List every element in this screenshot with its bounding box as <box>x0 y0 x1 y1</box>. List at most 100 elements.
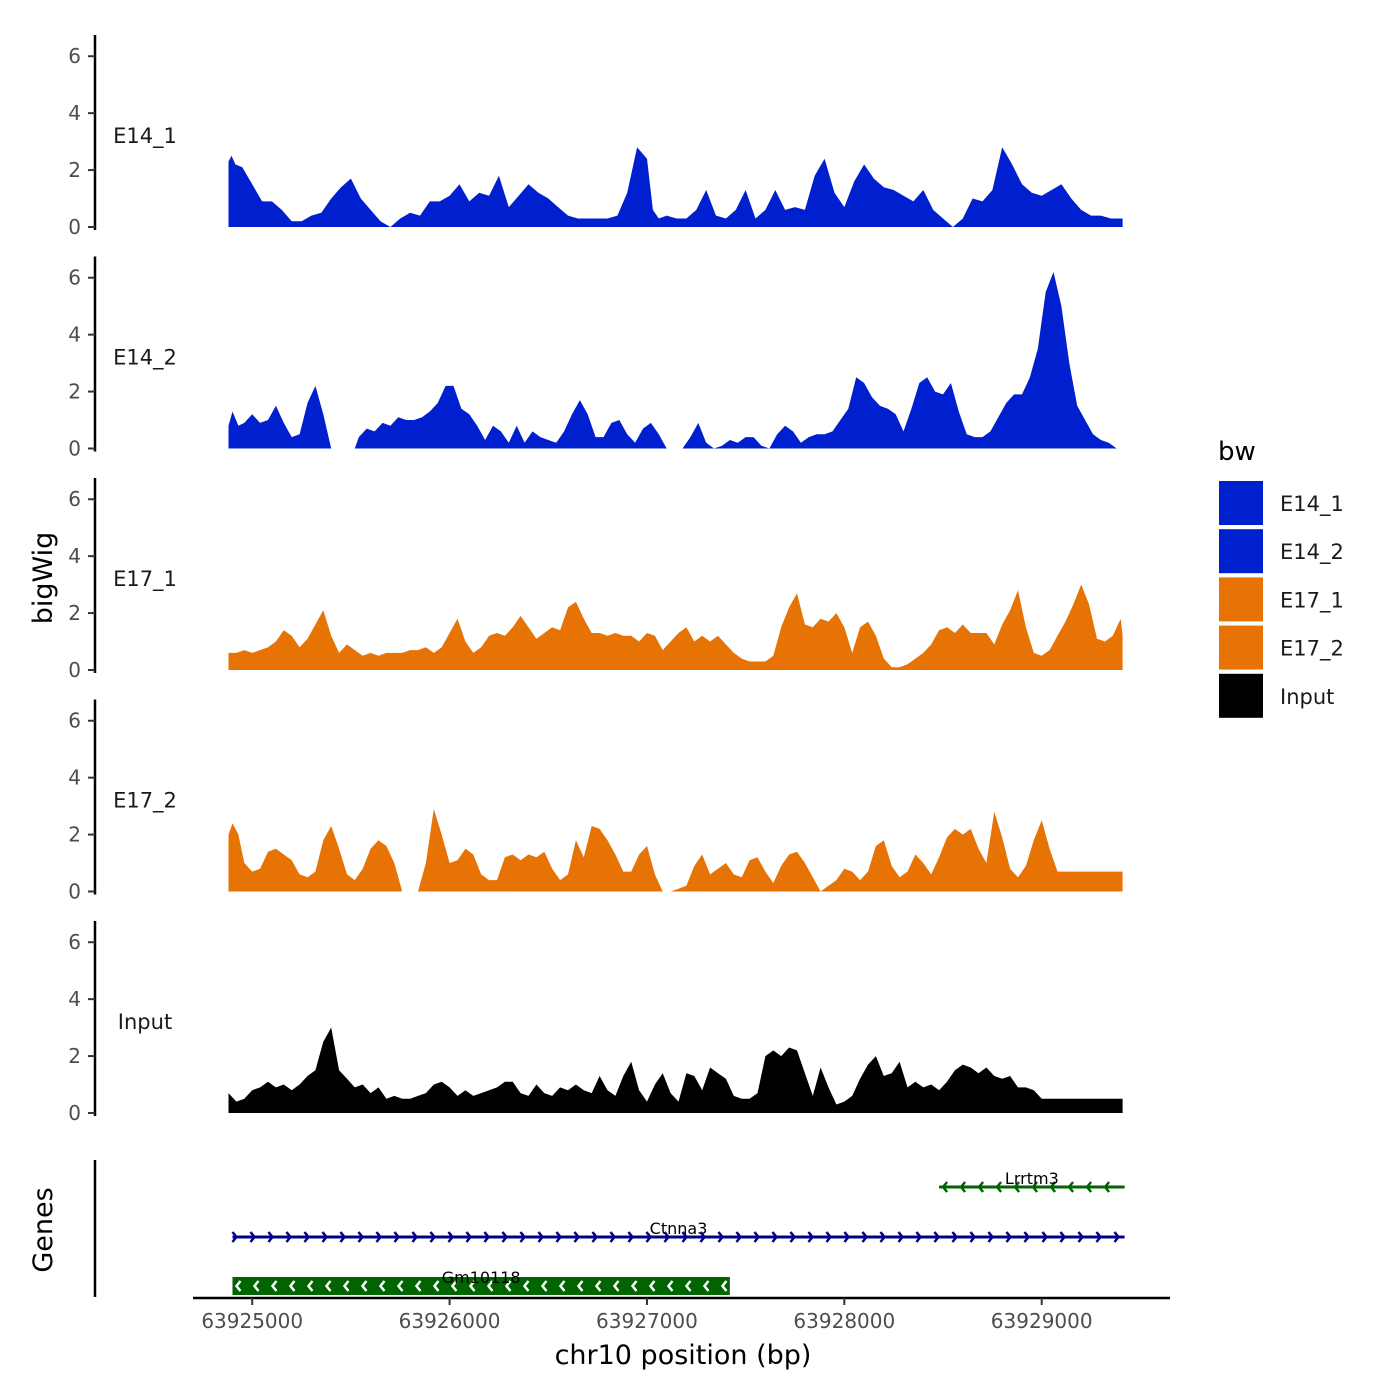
gene-Ctnna3: Ctnna3 <box>231 1219 1125 1243</box>
strand-arrow <box>429 1231 437 1243</box>
strand-arrow <box>735 1231 743 1243</box>
y-tick-label: 2 <box>68 158 81 182</box>
gene-label: Ctnna3 <box>650 1219 708 1238</box>
y-tick-label: 4 <box>68 323 81 347</box>
strand-arrow <box>375 1231 383 1243</box>
strand-arrow <box>645 1231 653 1243</box>
strand-arrow <box>627 1231 635 1243</box>
strand-arrow <box>252 1280 260 1292</box>
strand-arrow <box>267 1231 275 1243</box>
legend-item-E14_2: E14_2 <box>1219 529 1344 574</box>
strand-arrow <box>465 1231 473 1243</box>
y-tick-label: 2 <box>68 1044 81 1068</box>
strand-arrow <box>414 1280 422 1292</box>
strand-arrow <box>717 1231 725 1243</box>
y-tick-label: 0 <box>68 1101 81 1125</box>
strand-arrow <box>231 1231 239 1243</box>
gene-label: Gm10118 <box>442 1268 521 1287</box>
strand-arrow <box>861 1231 869 1243</box>
strand-arrow <box>720 1280 728 1292</box>
coverage-area-E17_1 <box>228 584 1123 670</box>
y-tick-label: 6 <box>68 709 81 733</box>
strand-arrow <box>897 1231 905 1243</box>
strand-arrow <box>573 1231 581 1243</box>
y-tick-label: 0 <box>68 437 81 461</box>
legend-swatch <box>1219 625 1263 670</box>
gene-label: Lrrtm3 <box>1005 1169 1059 1188</box>
strand-arrow <box>666 1280 674 1292</box>
strand-arrow <box>1077 1231 1085 1243</box>
y-axis-title: bigWig <box>28 532 59 625</box>
strand-arrow <box>630 1280 638 1292</box>
track-panel-Input: 0 2 4 6 Input <box>68 921 1123 1125</box>
strand-arrow <box>1005 1231 1013 1243</box>
strand-arrow <box>468 1280 476 1292</box>
legend-label: E14_2 <box>1280 540 1344 565</box>
x-tick-label: 63928000 <box>793 1309 895 1333</box>
y-tick-label: 6 <box>68 44 81 68</box>
coverage-area-Input <box>228 1027 1123 1113</box>
legend-label: E17_2 <box>1280 637 1344 662</box>
strand-arrow <box>342 1280 350 1292</box>
legend-title: bw <box>1218 437 1256 467</box>
gene-Lrrtm3: Lrrtm3 <box>939 1169 1125 1193</box>
strand-arrow <box>663 1231 671 1243</box>
strand-arrow <box>486 1280 494 1292</box>
strand-arrow <box>807 1231 815 1243</box>
track-panels: 0 2 4 6 E14_1 0 2 4 6 E14_2 0 2 4 6 E17_1 0 2 4 6 E17_2 0 2 4 6… <box>68 35 1123 1125</box>
strand-arrow <box>702 1280 710 1292</box>
strand-arrow <box>378 1280 386 1292</box>
strand-arrow <box>1023 1231 1031 1243</box>
x-tick-label: 63926000 <box>399 1309 501 1333</box>
strand-arrow <box>522 1280 530 1292</box>
x-axis-title: chr10 position (bp) <box>555 1340 812 1371</box>
strand-arrow <box>1059 1231 1067 1243</box>
gene-Gm10118: Gm10118 <box>232 1268 730 1295</box>
strand-arrow <box>558 1280 566 1292</box>
strand-arrow <box>447 1231 455 1243</box>
strand-arrow <box>270 1280 278 1292</box>
y-tick-label: 4 <box>68 766 81 790</box>
strand-arrow <box>959 1181 967 1193</box>
x-tick-label: 63925000 <box>201 1309 303 1333</box>
strand-arrow <box>432 1280 440 1292</box>
strand-arrow <box>951 1231 959 1243</box>
strand-arrow <box>303 1231 311 1243</box>
strand-arrow <box>681 1231 689 1243</box>
strand-arrow <box>1113 1231 1121 1243</box>
coverage-area-E14_2 <box>228 272 1123 449</box>
legend-swatch <box>1219 673 1263 718</box>
genes-track-label: Genes <box>28 1187 59 1272</box>
legend-swatch <box>1219 577 1263 622</box>
strand-arrow <box>1013 1181 1021 1193</box>
y-tick-label: 6 <box>68 487 81 511</box>
strand-arrow <box>771 1231 779 1243</box>
strand-arrow <box>288 1280 296 1292</box>
strand-arrow <box>285 1231 293 1243</box>
x-tick-label: 63927000 <box>596 1309 698 1333</box>
track-panel-E14_2: 0 2 4 6 E14_2 <box>68 256 1123 461</box>
strand-arrow <box>1041 1231 1049 1243</box>
legend-swatch <box>1219 481 1263 525</box>
legend-label: Input <box>1280 685 1334 709</box>
legend-item-E14_1: E14_1 <box>1219 481 1344 525</box>
strand-arrow <box>393 1231 401 1243</box>
gene-body <box>232 1277 730 1295</box>
y-tick-label: 6 <box>68 266 81 290</box>
panel-label-E14_2: E14_2 <box>113 346 177 371</box>
y-tick-label: 0 <box>68 880 81 904</box>
y-tick-label: 0 <box>68 658 81 682</box>
strand-arrow <box>699 1231 707 1243</box>
strand-arrow <box>843 1231 851 1243</box>
strand-arrow <box>1067 1181 1075 1193</box>
coverage-area-E17_2 <box>228 809 1123 892</box>
strand-arrow <box>995 1181 1003 1193</box>
strand-arrow <box>1049 1181 1057 1193</box>
strand-arrow <box>396 1280 404 1292</box>
legend-swatch <box>1219 529 1263 574</box>
y-tick-label: 2 <box>68 601 81 625</box>
strand-arrow <box>519 1231 527 1243</box>
strand-arrow <box>591 1231 599 1243</box>
legend-label: E14_1 <box>1280 492 1344 517</box>
strand-arrow <box>969 1231 977 1243</box>
